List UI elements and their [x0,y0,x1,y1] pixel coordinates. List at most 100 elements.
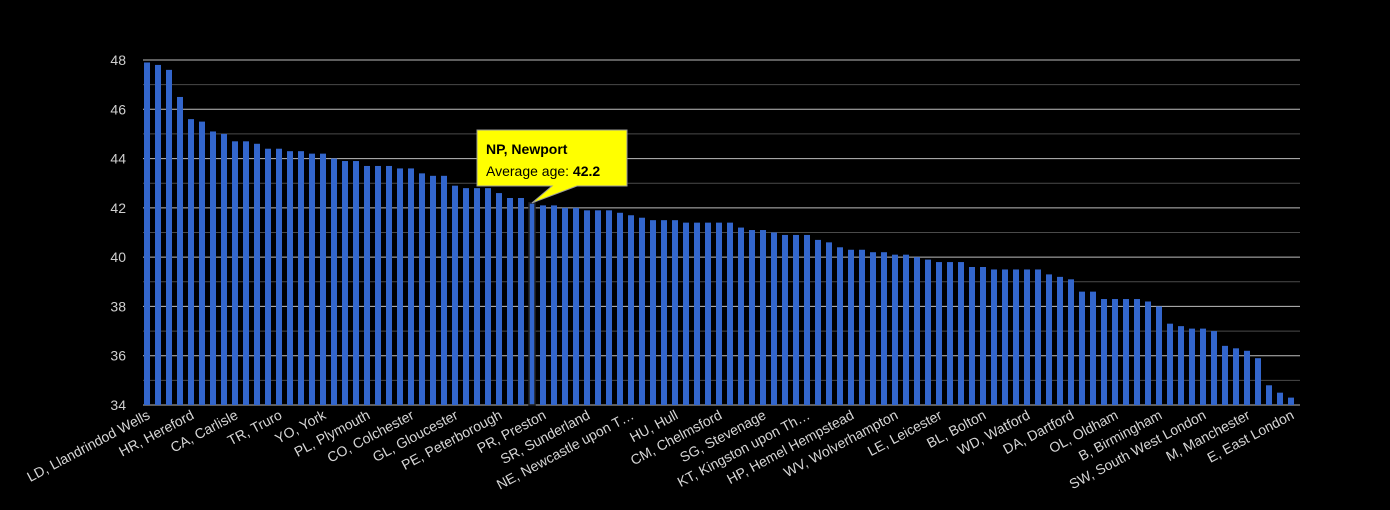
bar[interactable] [540,205,546,405]
bar[interactable] [804,234,810,405]
bar[interactable] [342,161,348,405]
bar[interactable] [1002,269,1008,405]
bar[interactable] [936,262,942,405]
bar[interactable] [595,210,601,405]
bar[interactable] [1024,269,1030,405]
bar[interactable] [1167,323,1173,405]
bar[interactable] [892,254,898,405]
bar[interactable] [1189,328,1195,405]
bar[interactable] [650,220,656,405]
bar[interactable] [980,267,986,405]
bar[interactable] [837,247,843,405]
bar[interactable] [375,165,381,405]
bar[interactable] [1101,299,1107,405]
bar[interactable] [1200,328,1206,405]
bar[interactable] [1046,274,1052,405]
bar[interactable] [683,222,689,405]
bar[interactable] [694,222,700,405]
bar[interactable] [870,252,876,405]
bar[interactable] [1255,358,1261,405]
bar[interactable] [1156,306,1162,405]
bar[interactable] [298,151,304,405]
bar[interactable] [243,141,249,406]
bar[interactable] [771,232,777,406]
bar[interactable] [386,165,392,405]
bar[interactable] [947,262,953,405]
bar[interactable] [1090,291,1096,405]
bar[interactable] [1035,269,1041,405]
bar[interactable] [617,212,623,405]
bar[interactable] [441,175,447,405]
bar[interactable] [430,175,436,405]
bar[interactable] [518,198,524,405]
bar[interactable] [1068,279,1074,405]
bar[interactable] [199,121,205,405]
bar[interactable] [485,188,491,405]
bar[interactable] [496,193,502,405]
bar[interactable] [331,158,337,405]
bar[interactable] [639,217,645,405]
bar[interactable] [1079,291,1085,405]
bar[interactable] [1288,397,1294,405]
bar[interactable] [1134,299,1140,405]
bar[interactable] [1112,299,1118,405]
bar[interactable] [155,64,161,405]
bar[interactable] [903,254,909,405]
bar[interactable] [188,119,194,406]
bar[interactable] [144,62,150,405]
bar[interactable] [221,133,227,405]
bar[interactable] [210,131,216,405]
bar[interactable] [705,222,711,405]
bar[interactable] [661,220,667,405]
bar[interactable] [254,143,260,406]
bar[interactable] [738,227,744,405]
bar[interactable] [562,207,568,405]
bar[interactable] [573,207,579,405]
bar[interactable] [914,257,920,405]
bar[interactable] [320,153,326,405]
bar[interactable] [584,210,590,405]
bar[interactable] [265,148,271,405]
bar[interactable] [782,234,788,405]
bar[interactable] [958,262,964,405]
bar[interactable] [815,239,821,405]
bar[interactable] [408,168,414,405]
bar[interactable] [628,215,634,405]
bar[interactable] [528,202,536,406]
bar[interactable] [969,267,975,405]
bar[interactable] [463,188,469,405]
bar[interactable] [826,242,832,405]
bar[interactable] [881,252,887,405]
bar[interactable] [859,249,865,405]
bar[interactable] [276,148,282,405]
bar[interactable] [166,69,172,405]
bar[interactable] [507,198,513,405]
bar[interactable] [474,188,480,405]
bar[interactable] [1277,392,1283,405]
bar[interactable] [1123,299,1129,405]
bar[interactable] [232,141,238,406]
bar[interactable] [1145,301,1151,406]
bar[interactable] [1013,269,1019,405]
bar[interactable] [1178,326,1184,405]
bar[interactable] [177,96,183,405]
bar[interactable] [364,165,370,405]
bar[interactable] [1266,385,1272,405]
bar[interactable] [1244,350,1250,405]
bar[interactable] [716,222,722,405]
bar[interactable] [848,249,854,405]
bar[interactable] [419,173,425,405]
bar[interactable] [749,230,755,405]
bar[interactable] [925,259,931,405]
bar[interactable] [551,205,557,405]
bar[interactable] [353,161,359,405]
bar[interactable] [309,153,315,405]
bar[interactable] [452,185,458,405]
bar[interactable] [727,222,733,405]
bar[interactable] [793,234,799,405]
bar[interactable] [1211,331,1217,405]
bar[interactable] [991,269,997,405]
bar[interactable] [672,220,678,405]
bar[interactable] [287,151,293,405]
bar[interactable] [1222,345,1228,405]
